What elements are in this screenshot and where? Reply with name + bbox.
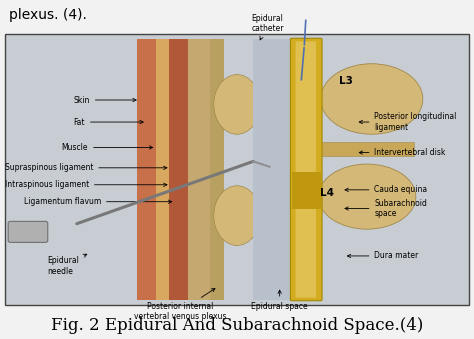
Text: Posterior internal
vertebral venous plexus: Posterior internal vertebral venous plex… xyxy=(134,288,227,321)
Text: L3: L3 xyxy=(339,76,353,86)
Text: Muscle: Muscle xyxy=(62,143,153,152)
Ellipse shape xyxy=(214,186,260,245)
Text: Epidural
catheter: Epidural catheter xyxy=(251,14,284,40)
Text: Intervertebral disk: Intervertebral disk xyxy=(359,148,446,157)
Text: Subarachnoid
space: Subarachnoid space xyxy=(345,199,428,218)
Bar xyxy=(253,39,293,300)
Text: Supraspinous ligament: Supraspinous ligament xyxy=(5,163,167,172)
Text: Epidural
needle: Epidural needle xyxy=(47,254,87,276)
Bar xyxy=(320,142,413,156)
Text: Cauda equina: Cauda equina xyxy=(345,185,428,194)
Text: Posterior longitudinal
ligament: Posterior longitudinal ligament xyxy=(359,112,457,132)
Text: L4: L4 xyxy=(320,188,334,198)
Bar xyxy=(210,39,224,300)
Text: Intraspinous ligament: Intraspinous ligament xyxy=(5,180,167,189)
FancyBboxPatch shape xyxy=(291,38,322,301)
Text: Dura mater: Dura mater xyxy=(347,252,419,260)
Ellipse shape xyxy=(319,164,416,229)
Bar xyxy=(155,39,169,300)
FancyBboxPatch shape xyxy=(8,221,48,242)
FancyBboxPatch shape xyxy=(5,34,469,305)
Text: plexus. (4).: plexus. (4). xyxy=(9,8,87,22)
Bar xyxy=(137,39,155,300)
Text: Ligamentum flavum: Ligamentum flavum xyxy=(24,197,172,206)
Text: Fig. 2 Epidural And Subarachnoid Space.(4): Fig. 2 Epidural And Subarachnoid Space.(… xyxy=(51,317,423,334)
Bar xyxy=(292,172,320,209)
Text: Skin: Skin xyxy=(73,96,136,104)
Text: Epidural space: Epidural space xyxy=(251,290,308,311)
Bar xyxy=(188,39,200,300)
Text: Fat: Fat xyxy=(73,118,143,126)
Ellipse shape xyxy=(320,64,423,134)
Bar xyxy=(169,39,188,300)
Bar xyxy=(200,39,210,300)
Ellipse shape xyxy=(214,75,260,134)
FancyBboxPatch shape xyxy=(295,41,316,298)
